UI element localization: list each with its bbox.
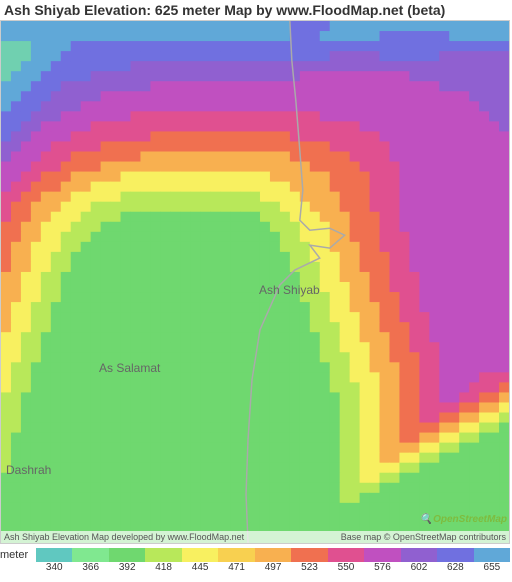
legend-row: meter 3403663924184454714975235505766026… bbox=[0, 548, 510, 562]
legend-swatch-label: 628 bbox=[447, 562, 464, 573]
legend-swatch-label: 445 bbox=[192, 562, 209, 573]
legend-swatch: 628 bbox=[437, 548, 473, 562]
road-overlay bbox=[1, 21, 509, 543]
map-area[interactable]: Ash Shiyab As Salamat Dashrah OpenStreetMa… bbox=[0, 20, 510, 544]
map-container: Ash Shiyab Elevation: 625 meter Map by w… bbox=[0, 0, 512, 582]
legend-swatches: 340366392418445471497523550576602628655 bbox=[36, 548, 510, 562]
credit-bar: Ash Shiyab Elevation Map developed by ww… bbox=[1, 531, 509, 543]
legend-swatch-label: 550 bbox=[338, 562, 355, 573]
legend-swatch: 445 bbox=[182, 548, 218, 562]
credit-left: Ash Shiyab Elevation Map developed by ww… bbox=[4, 532, 244, 542]
credit-right: Base map © OpenStreetMap contributors bbox=[341, 532, 506, 542]
legend-swatch: 392 bbox=[109, 548, 145, 562]
legend-swatch-label: 340 bbox=[46, 562, 63, 573]
attribution-block: OpenStreetMap bbox=[420, 514, 507, 525]
legend-swatch: 655 bbox=[474, 548, 510, 562]
legend-swatch-label: 576 bbox=[374, 562, 391, 573]
map-title: Ash Shiyab Elevation: 625 meter Map by w… bbox=[0, 0, 512, 20]
road-path bbox=[246, 21, 345, 543]
legend-swatch: 602 bbox=[401, 548, 437, 562]
legend-swatch: 366 bbox=[72, 548, 108, 562]
legend-swatch-label: 366 bbox=[82, 562, 99, 573]
legend-swatch: 550 bbox=[328, 548, 364, 562]
legend-swatch: 340 bbox=[36, 548, 72, 562]
legend-swatch-label: 602 bbox=[411, 562, 428, 573]
legend-swatch: 523 bbox=[291, 548, 327, 562]
place-label: Ash Shiyab bbox=[259, 283, 320, 297]
place-label: Dashrah bbox=[6, 463, 51, 477]
legend-swatch: 576 bbox=[364, 548, 400, 562]
legend-swatch: 471 bbox=[218, 548, 254, 562]
legend-swatch-label: 523 bbox=[301, 562, 318, 573]
legend-swatch: 418 bbox=[145, 548, 181, 562]
legend-swatch-label: 497 bbox=[265, 562, 282, 573]
legend-swatch-label: 418 bbox=[155, 562, 172, 573]
place-label: As Salamat bbox=[99, 361, 160, 375]
legend-swatch-label: 392 bbox=[119, 562, 136, 573]
osm-logo[interactable]: OpenStreetMap bbox=[420, 514, 507, 525]
legend-swatch: 497 bbox=[255, 548, 291, 562]
legend-unit: meter bbox=[0, 549, 34, 561]
legend: meter 3403663924184454714975235505766026… bbox=[0, 544, 510, 574]
legend-swatch-label: 655 bbox=[484, 562, 501, 573]
legend-swatch-label: 471 bbox=[228, 562, 245, 573]
